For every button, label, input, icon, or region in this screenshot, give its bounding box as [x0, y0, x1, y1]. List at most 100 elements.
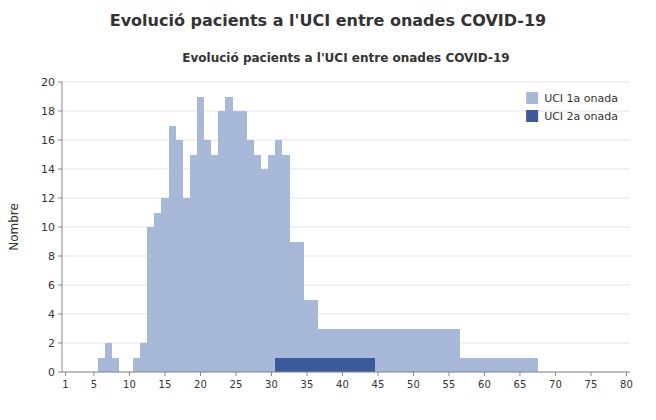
area-step [161, 198, 168, 372]
area-step [105, 343, 112, 372]
area-step [360, 358, 367, 373]
area-step [509, 358, 516, 373]
y-axis: 02468101214161820 [41, 76, 630, 379]
y-tick [58, 82, 62, 83]
x-tick-label: 30 [265, 379, 278, 390]
area-step [282, 155, 289, 373]
x-tick [448, 372, 449, 376]
area-step [438, 329, 445, 373]
x-tick [200, 372, 201, 376]
area-step [403, 329, 410, 373]
area-step [303, 358, 310, 373]
y-tick-label: 18 [41, 105, 55, 118]
x-tick [306, 372, 307, 376]
area-step [296, 242, 303, 373]
area-step [396, 329, 403, 373]
x-tick [93, 372, 94, 376]
area-step [133, 358, 140, 373]
area-step [367, 329, 374, 373]
x-tick [271, 372, 272, 376]
x-tick [626, 372, 627, 376]
area-step [112, 358, 119, 373]
x-tick-label: 5 [91, 379, 97, 390]
grid-line [62, 169, 630, 170]
area-step [531, 358, 538, 373]
area-step [98, 358, 105, 373]
area-step [410, 329, 417, 373]
y-tick [58, 169, 62, 170]
x-axis-line [62, 372, 630, 373]
x-tick [590, 372, 591, 376]
area-step [332, 358, 339, 373]
area-step [431, 329, 438, 373]
area-step [261, 169, 268, 372]
x-tick-label: 35 [301, 379, 314, 390]
area-step [303, 300, 310, 373]
plot-area [98, 97, 539, 373]
area-step [346, 358, 353, 373]
x-tick-label: 20 [194, 379, 207, 390]
area-step [346, 329, 353, 373]
area-step [424, 329, 431, 373]
legend-label: UCI 2a onada [544, 110, 618, 123]
x-tick [235, 372, 236, 376]
area-step [467, 358, 474, 373]
x-tick-label: 50 [407, 379, 420, 390]
x-tick-label: 45 [372, 379, 385, 390]
x-axis: 15101520253035404550556065707580 [62, 372, 632, 390]
area-step [516, 358, 523, 373]
area-step [268, 155, 275, 373]
x-tick [129, 372, 130, 376]
area-step [183, 198, 190, 372]
chart: Evolució pacients a l'UCI entre onades C… [0, 0, 656, 420]
area-step [232, 111, 239, 372]
y-tick-label: 8 [48, 250, 55, 263]
y-tick-label: 12 [41, 192, 55, 205]
legend-item: UCI 2a onada [526, 110, 618, 123]
grid-line [62, 372, 630, 373]
x-tick-label: 55 [443, 379, 456, 390]
area-step [289, 242, 296, 373]
y-axis-line [62, 82, 63, 372]
area-step [332, 329, 339, 373]
area-step [318, 358, 325, 373]
area-step [325, 358, 332, 373]
y-tick-label: 20 [41, 76, 55, 89]
area-step [353, 358, 360, 373]
legend-item: UCI 1a onada [526, 92, 618, 105]
area-step [225, 97, 232, 373]
area-step [204, 140, 211, 372]
x-tick-label: 1 [62, 379, 68, 390]
area-step [154, 213, 161, 373]
x-tick [519, 372, 520, 376]
area-step [353, 329, 360, 373]
area-step [240, 111, 247, 372]
y-tick-label: 0 [48, 366, 55, 379]
area-step [453, 329, 460, 373]
x-tick-label: 40 [336, 379, 349, 390]
x-tick [555, 372, 556, 376]
area-step [140, 343, 147, 372]
x-tick [377, 372, 378, 376]
area-step [374, 329, 381, 373]
x-tick [484, 372, 485, 376]
area-step [389, 329, 396, 373]
x-tick-label: 10 [123, 379, 136, 390]
area-step [417, 329, 424, 373]
y-tick-label: 6 [48, 279, 55, 292]
area-step [325, 329, 332, 373]
y-tick [58, 256, 62, 257]
area-step [247, 140, 254, 372]
y-tick [58, 372, 62, 373]
x-tick-label: 15 [159, 379, 172, 390]
area-step [190, 155, 197, 373]
area-step [289, 358, 296, 373]
area-step [382, 329, 389, 373]
x-tick [413, 372, 414, 376]
legend-swatch [526, 110, 538, 122]
x-tick-label: 65 [514, 379, 527, 390]
y-tick [58, 314, 62, 315]
area-step [481, 358, 488, 373]
y-tick-label: 10 [41, 221, 55, 234]
x-tick-label: 80 [620, 379, 633, 390]
